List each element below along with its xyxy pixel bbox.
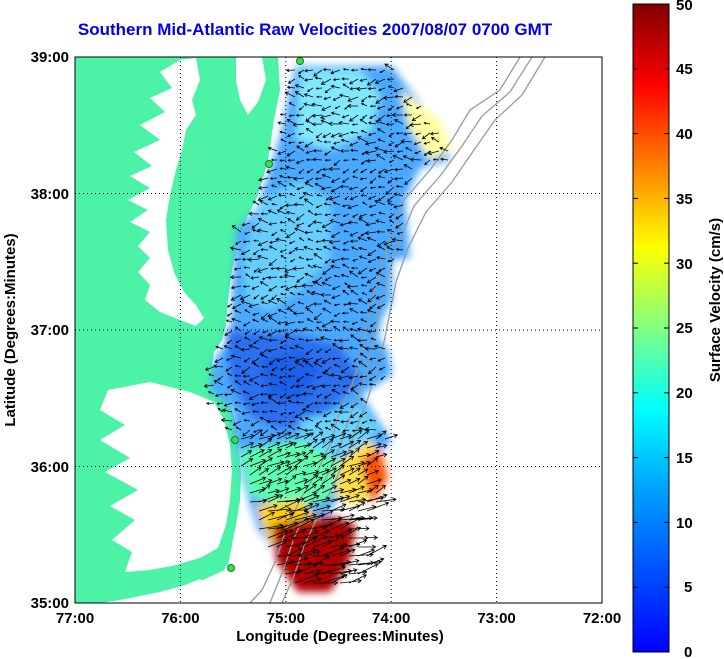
radar-station (231, 436, 239, 444)
y-tick-label: 35:00 (31, 595, 69, 612)
colorbar-tick-label: 0 (684, 644, 692, 659)
outer-banks (198, 363, 242, 581)
colorbar-ticks (633, 68, 669, 588)
x-axis-label: Longitude (Degrees:Minutes) (236, 628, 444, 645)
x-axis: 77:00 76:00 75:00 74:00 73:00 72:00 Long… (56, 610, 621, 645)
y-tick-label: 37:00 (31, 322, 69, 339)
y-tick-label: 36:00 (31, 459, 69, 476)
colorbar: 50 45 40 35 30 25 20 15 10 5 0 Surface V… (632, 0, 724, 659)
colorbar-tick-label: 35 (676, 191, 693, 208)
chesapeake-bay (128, 58, 204, 326)
map-title: Southern Mid-Atlantic Raw Velocities 200… (77, 20, 553, 39)
y-axis-label: Latitude (Degrees:Minutes) (2, 233, 19, 426)
x-tick-label: 75:00 (267, 610, 305, 627)
x-tick-label: 74:00 (372, 610, 410, 627)
colorbar-gradient (632, 3, 670, 653)
y-axis: 39:00 38:00 37:00 36:00 35:00 Latitude (… (2, 49, 69, 612)
x-tick-label: 72:00 (583, 610, 621, 627)
velocity-vectors (203, 63, 449, 586)
delaware-bay (236, 57, 266, 115)
radar-stations (227, 57, 304, 572)
colorbar-tick-label: 25 (676, 320, 693, 337)
eastern-shore (196, 226, 222, 304)
colorbar-label: Surface Velocity (cm/s) (707, 218, 724, 382)
radar-station (296, 57, 304, 65)
colorbar-tick-label: 40 (676, 126, 693, 143)
colorbar-tick-label: 5 (684, 579, 692, 596)
x-tick-label: 73:00 (477, 610, 515, 627)
y-tick-label: 38:00 (31, 186, 69, 203)
plot-frame (74, 56, 603, 604)
colorbar-tick-label: 50 (676, 0, 693, 14)
radar-station (265, 160, 273, 168)
grid-lines (75, 57, 602, 603)
x-tick-label: 77:00 (56, 610, 94, 627)
radar-station (227, 564, 235, 572)
x-tick-label: 76:00 (161, 610, 199, 627)
pamlico-sound (100, 382, 232, 572)
colorbar-tick-label: 10 (676, 515, 693, 532)
velocity-vector-arrows (203, 63, 449, 586)
colorbar-tick-label: 45 (676, 61, 693, 78)
colorbar-tick-label: 15 (676, 450, 693, 467)
colorbar-tick-label: 20 (676, 385, 693, 402)
y-tick-label: 39:00 (31, 49, 69, 66)
colorbar-tick-label: 30 (676, 256, 693, 273)
